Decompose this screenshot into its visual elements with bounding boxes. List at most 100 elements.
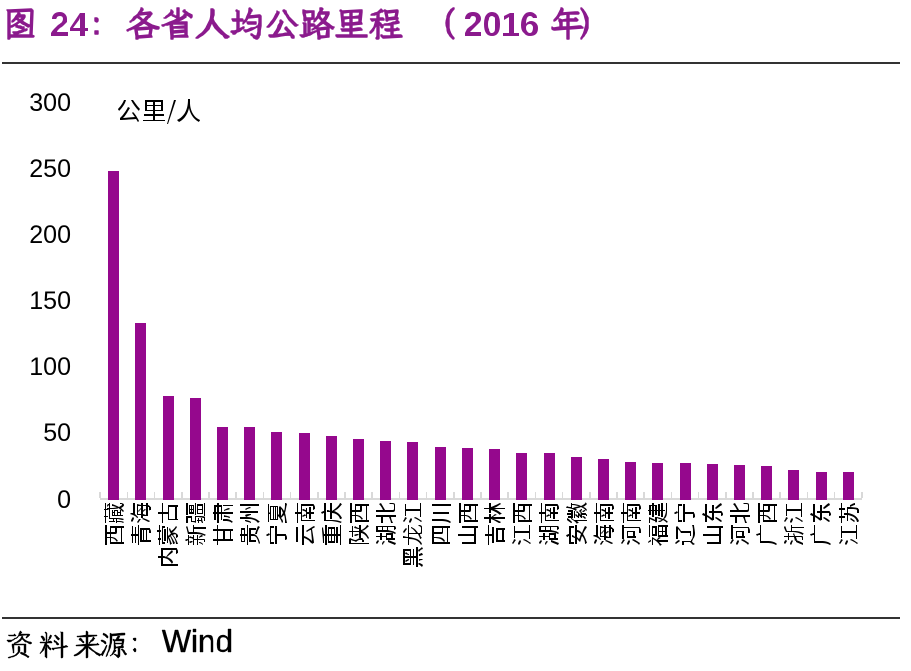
x-axis-label-text: 西藏 bbox=[103, 503, 125, 547]
x-axis-label-宁夏: 宁夏 bbox=[266, 503, 288, 547]
y-axis-unit: 公里/人 bbox=[116, 99, 198, 135]
x-axis-label-四川: 四川 bbox=[429, 503, 451, 547]
x-axis-label-新疆: 新疆 bbox=[184, 503, 206, 547]
x-axis-label-text: 黑龙江 bbox=[402, 503, 424, 569]
x-axis-label-text: 福建 bbox=[647, 503, 669, 547]
x-axis-label-text: 青海 bbox=[130, 503, 152, 547]
x-axis-label-山东: 山东 bbox=[701, 503, 723, 547]
title-divider bbox=[2, 62, 900, 64]
x-axis-tick bbox=[643, 491, 646, 499]
x-axis-label-吉林: 吉林 bbox=[484, 503, 506, 547]
y-axis-unit-text: 公里/人 bbox=[116, 105, 198, 133]
x-axis-tick bbox=[752, 491, 754, 499]
x-axis-label-text: 江苏 bbox=[837, 503, 859, 547]
x-axis-tick bbox=[561, 491, 564, 499]
x-axis-tick bbox=[180, 491, 183, 499]
x-axis-label-广东: 广东 bbox=[810, 503, 832, 547]
bar-福建 bbox=[652, 463, 664, 501]
bar-安徽 bbox=[570, 457, 582, 501]
y-tick-label-300: 300 bbox=[29, 88, 71, 117]
bar-河北 bbox=[733, 464, 745, 501]
x-axis-tick bbox=[371, 491, 373, 499]
x-axis-tick bbox=[398, 491, 401, 499]
x-axis-label-text: 内蒙古 bbox=[157, 503, 179, 569]
bar-重庆 bbox=[325, 435, 337, 501]
bar-贵州 bbox=[244, 427, 256, 501]
x-axis-tick bbox=[208, 491, 210, 499]
x-axis-tick bbox=[725, 491, 727, 499]
bar-山东 bbox=[706, 464, 718, 501]
x-axis-label-text: 河北 bbox=[728, 503, 750, 547]
x-axis-label-text: 吉林 bbox=[484, 503, 506, 547]
bar-海南 bbox=[597, 459, 609, 501]
x-axis-tick bbox=[670, 491, 673, 499]
x-axis-label-text: 宁夏 bbox=[266, 503, 288, 547]
bar-内蒙古 bbox=[162, 396, 174, 501]
bar-江苏 bbox=[842, 472, 854, 501]
x-axis-label-text: 四川 bbox=[429, 503, 451, 547]
x-axis-tick bbox=[344, 491, 346, 499]
x-axis-label-湖南: 湖南 bbox=[538, 503, 560, 547]
chart-title: 图 24：各省人均公路里程（2016 年） bbox=[5, 5, 579, 55]
x-axis-tick bbox=[126, 491, 129, 499]
bar-青海 bbox=[135, 323, 147, 501]
x-axis-label-浙江: 浙江 bbox=[783, 503, 805, 547]
bar-辽宁 bbox=[679, 463, 691, 501]
x-axis-label-海南: 海南 bbox=[592, 503, 614, 547]
x-axis-label-陕西: 陕西 bbox=[348, 503, 370, 547]
x-axis-label-text: 江西 bbox=[511, 503, 533, 547]
x-axis-label-黑龙江: 黑龙江 bbox=[402, 503, 424, 569]
x-axis-tick bbox=[616, 491, 618, 499]
y-tick-label-250: 250 bbox=[29, 154, 71, 183]
chart-title-text: 图 24：各省人均公路里程（2016 年） bbox=[5, 14, 579, 52]
source-note: 资料来源：Wind bbox=[5, 626, 223, 670]
x-axis-line bbox=[100, 498, 862, 501]
x-axis-label-河南: 河南 bbox=[620, 503, 642, 547]
x-axis-tick bbox=[452, 491, 455, 499]
x-axis-label-text: 重庆 bbox=[320, 503, 342, 547]
bar-浙江 bbox=[788, 470, 800, 501]
x-axis-label-河北: 河北 bbox=[728, 503, 750, 547]
x-axis-label-西藏: 西藏 bbox=[103, 503, 125, 547]
bar-湖北 bbox=[380, 440, 392, 501]
x-axis-label-广西: 广西 bbox=[756, 503, 778, 547]
bar-新疆 bbox=[189, 398, 201, 501]
x-axis-label-湖北: 湖北 bbox=[375, 503, 397, 547]
x-axis-label-text: 广东 bbox=[810, 503, 832, 547]
x-axis-tick bbox=[833, 491, 836, 499]
x-axis-label-text: 辽宁 bbox=[674, 503, 696, 547]
x-axis-tick bbox=[153, 491, 156, 499]
x-axis-label-text: 陕西 bbox=[348, 503, 370, 547]
x-axis-tick bbox=[589, 491, 591, 499]
x-axis-label-重庆: 重庆 bbox=[320, 503, 342, 547]
bar-云南 bbox=[298, 432, 310, 501]
x-axis-label-text: 广西 bbox=[756, 503, 778, 547]
x-axis-label-贵州: 贵州 bbox=[239, 503, 261, 547]
x-axis-label-text: 湖南 bbox=[538, 503, 560, 547]
x-axis-tick bbox=[316, 491, 319, 499]
x-axis-tick bbox=[507, 491, 509, 499]
source-note-text: 资料来源：Wind bbox=[5, 635, 223, 668]
bar-河南 bbox=[625, 461, 637, 501]
bar-山西 bbox=[461, 447, 473, 501]
x-axis-label-text: 湖北 bbox=[375, 503, 397, 547]
y-tick-label-0: 0 bbox=[57, 485, 71, 514]
x-axis-label-text: 云南 bbox=[293, 503, 315, 547]
bar-吉林 bbox=[489, 449, 501, 501]
x-axis-tick bbox=[289, 491, 292, 499]
x-axis-label-辽宁: 辽宁 bbox=[674, 503, 696, 547]
x-axis-label-福建: 福建 bbox=[647, 503, 669, 547]
bar-甘肃 bbox=[217, 426, 229, 501]
x-axis-label-text: 浙江 bbox=[783, 503, 805, 547]
bar-西藏 bbox=[108, 171, 120, 501]
x-axis-tick bbox=[480, 491, 482, 499]
y-tick-label-50: 50 bbox=[43, 419, 71, 448]
bar-黑龙江 bbox=[407, 442, 419, 501]
x-axis-label-text: 山东 bbox=[701, 503, 723, 547]
bar-江西 bbox=[516, 453, 528, 501]
bar-湖南 bbox=[543, 453, 555, 501]
x-axis-label-甘肃: 甘肃 bbox=[212, 503, 234, 547]
x-axis-tick bbox=[425, 491, 428, 499]
x-axis-label-text: 甘肃 bbox=[212, 503, 234, 547]
